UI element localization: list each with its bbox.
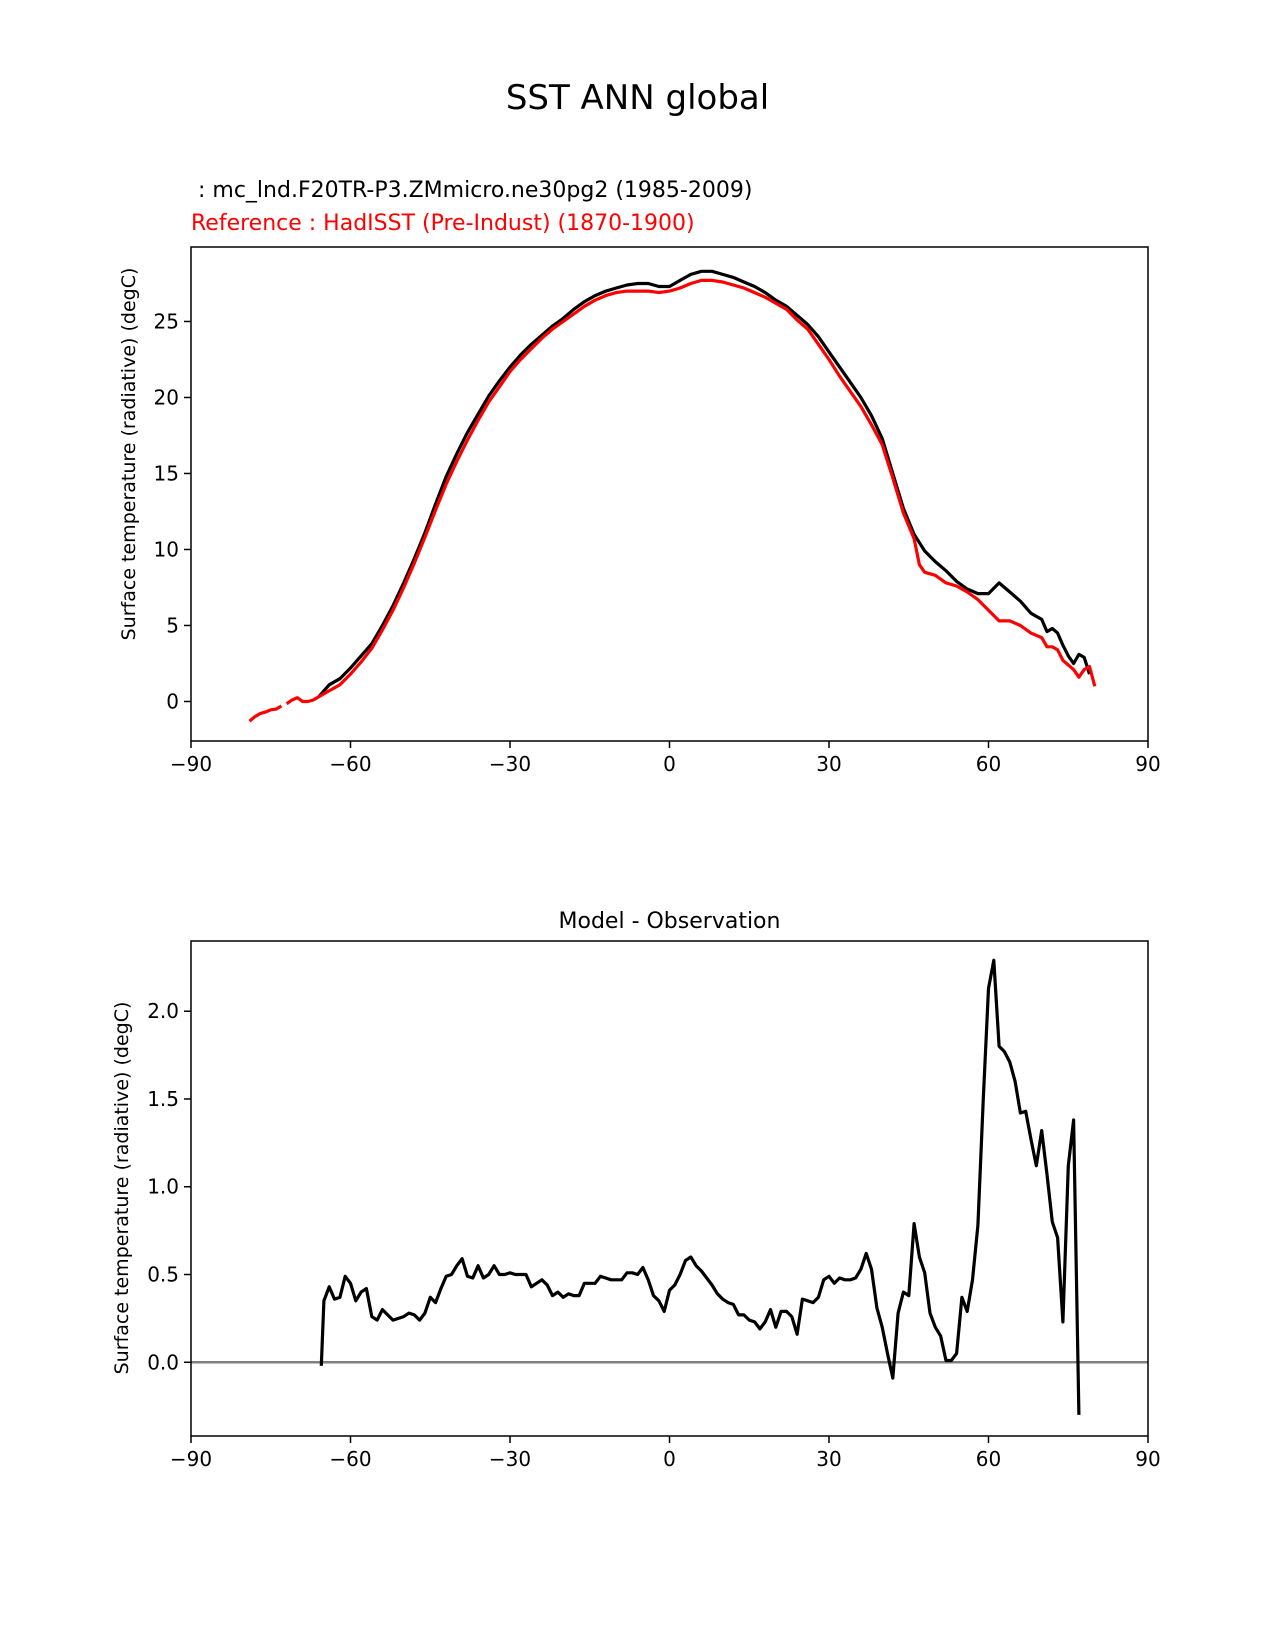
top-series-line-0 — [317, 269, 1092, 698]
top-x-tick-label: 0 — [663, 752, 676, 776]
bottom-x-ticks: −90 −60 −30 0 30 60 90 — [170, 1436, 1161, 1471]
top-y-axis-label: Surface temperature (radiative) (degC) — [118, 268, 140, 641]
top-series-line-1 — [248, 278, 1097, 723]
bottom-x-tick-label: 60 — [976, 1447, 1001, 1471]
bottom-y-tick-label: 1.5 — [147, 1087, 179, 1111]
top-x-tick-label: −30 — [489, 752, 531, 776]
top-x-tick-label: −90 — [170, 752, 212, 776]
top-y-tick-label: 0 — [166, 689, 179, 713]
bottom-x-tick-label: −90 — [170, 1447, 212, 1471]
bottom-y-tick-label: 1.0 — [147, 1175, 179, 1199]
top-x-ticks: −90 −60 −30 0 30 60 90 — [170, 741, 1161, 776]
bottom-plot-frame — [190, 940, 1149, 1437]
bottom-y-tick-label: 0.5 — [147, 1263, 179, 1287]
top-y-tick-label: 20 — [154, 385, 179, 409]
top-y-tick-label: 5 — [166, 613, 179, 637]
top-x-tick-label: 60 — [976, 752, 1001, 776]
bottom-y-axis-label: Surface temperature (radiative) (degC) — [111, 1002, 133, 1375]
bottom-x-tick-label: −60 — [329, 1447, 371, 1471]
bottom-data-lines — [319, 958, 1081, 1415]
bottom-x-tick-label: 30 — [816, 1447, 841, 1471]
bottom-x-tick-label: 90 — [1135, 1447, 1160, 1471]
bottom-x-tick-label: 0 — [663, 1447, 676, 1471]
top-subtitle-test: : mc_lnd.F20TR-P3.ZMmicro.ne30pg2 (1985-… — [191, 178, 752, 203]
bottom-panel: Model - Observation Surface temperature … — [111, 909, 1161, 1471]
bottom-y-tick-label: 0.0 — [147, 1350, 179, 1374]
bottom-x-tick-label: −30 — [489, 1447, 531, 1471]
top-plot-frame — [190, 246, 1149, 742]
top-y-tick-label: 15 — [154, 461, 179, 485]
bottom-y-tick-label: 2.0 — [147, 999, 179, 1023]
top-data-lines — [248, 269, 1097, 723]
bottom-series-line-0 — [319, 958, 1081, 1415]
bottom-y-ticks: 0.0 0.5 1.0 1.5 2.0 — [147, 999, 191, 1374]
top-y-ticks: 0 5 10 15 20 25 — [154, 309, 191, 713]
bottom-title: Model - Observation — [559, 909, 781, 934]
top-subtitle-reference: Reference : HadISST (Pre-Indust) (1870-1… — [191, 211, 695, 236]
top-panel: : mc_lnd.F20TR-P3.ZMmicro.ne30pg2 (1985-… — [118, 178, 1161, 776]
figure-title: SST ANN global — [506, 78, 769, 118]
top-x-tick-label: 90 — [1135, 752, 1160, 776]
top-x-tick-label: −60 — [329, 752, 371, 776]
top-y-tick-label: 25 — [154, 309, 179, 333]
top-x-tick-label: 30 — [816, 752, 841, 776]
top-y-tick-label: 10 — [154, 537, 179, 561]
